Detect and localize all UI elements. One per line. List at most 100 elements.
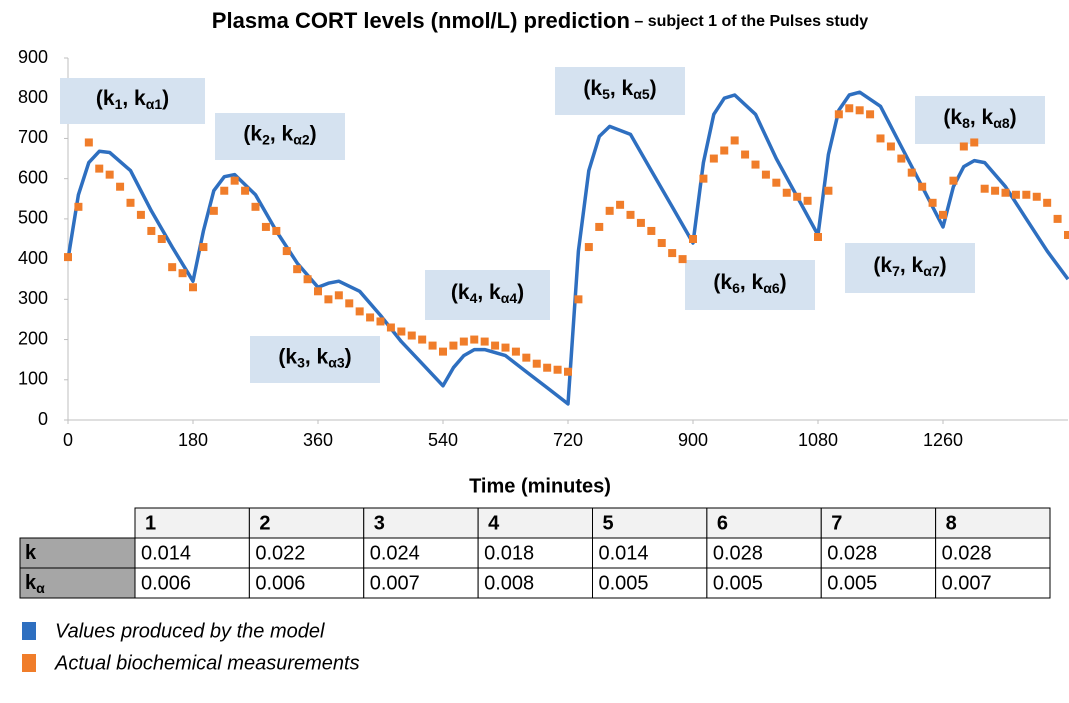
table-header-cell [477, 507, 593, 539]
measurement-point [136, 210, 145, 219]
measurement-point [605, 206, 614, 215]
x-tick-label: 360 [303, 430, 333, 450]
annotation-subscript: α3 [328, 354, 345, 370]
measurement-point [636, 218, 645, 227]
measurement-point [1043, 198, 1052, 207]
table-value: 0.028 [827, 542, 877, 564]
table-row-label-subscript: α [36, 580, 45, 596]
measurement-point [616, 200, 625, 209]
annotation-box [60, 78, 205, 124]
measurement-point [689, 235, 697, 243]
annotation-text: , k [477, 281, 501, 304]
measurement-point [1053, 214, 1062, 223]
measurement-point [84, 138, 93, 147]
annotation-text: , k [970, 106, 994, 129]
measurement-point [1001, 188, 1010, 197]
measurement-point [272, 226, 281, 235]
table-row-label: kα [25, 572, 45, 595]
measurement-point [64, 253, 72, 262]
y-tick-label: 0 [38, 409, 48, 429]
measurement-point [1022, 190, 1031, 199]
measurement-point [501, 343, 510, 352]
measurement-point [845, 104, 854, 113]
measurement-point [668, 249, 677, 258]
chart-heading: Plasma CORT levels (nmol/L) prediction –… [212, 8, 868, 33]
x-tick-label: 1080 [798, 430, 838, 450]
table-header-cell [820, 507, 937, 539]
legend-swatch [22, 654, 36, 672]
measurement-point [980, 184, 989, 193]
measurement-point [470, 335, 479, 344]
measurement-point [449, 341, 458, 350]
annotation-text: (k [278, 345, 297, 368]
annotation-subscript: 4 [470, 290, 478, 306]
measurement-point [314, 287, 322, 296]
table-value: 0.024 [370, 542, 420, 564]
measurement-point [543, 363, 552, 372]
table-header: 8 [946, 512, 957, 534]
y-tick-label: 400 [18, 248, 48, 268]
measurement-point [626, 210, 635, 219]
table-value: 0.028 [713, 542, 763, 564]
measurement-point [1032, 192, 1041, 201]
annotation-subscript: α8 [993, 115, 1010, 131]
annotation-text: ) [650, 77, 657, 100]
measurement-point [407, 331, 416, 340]
x-tick-label: 900 [678, 430, 708, 450]
annotation-text: ) [940, 254, 947, 277]
annotation-text: , k [270, 122, 294, 145]
measurement-point [928, 198, 937, 207]
measurement-point [480, 337, 489, 346]
measurement-point [251, 202, 260, 211]
measurement-point [189, 283, 197, 292]
measurement-point [970, 138, 979, 147]
measurement-point [553, 365, 562, 374]
annotation: (k2, kα2) [243, 122, 316, 147]
table-row-label-text: k [25, 542, 37, 564]
measurement-point [532, 359, 541, 368]
table-row-label: k [25, 542, 37, 564]
measurement-point [584, 243, 593, 252]
y-tick-label: 300 [18, 288, 48, 308]
table-row-label-text: k [25, 572, 37, 594]
annotation-subscript: α7 [923, 263, 940, 279]
annotation-subscript: α4 [501, 290, 518, 306]
measurement-point [397, 327, 406, 336]
legend-label: Actual biochemical measurements [54, 652, 360, 674]
measurement-point [261, 222, 270, 231]
table-header: 2 [259, 512, 270, 534]
measurement-point [376, 317, 385, 326]
model-line [66, 90, 1069, 406]
measurement-point [918, 182, 927, 191]
measurement-point [814, 232, 822, 241]
annotation-text: (k [583, 77, 602, 100]
table-header: 6 [717, 512, 728, 534]
measurement-point [199, 243, 208, 252]
annotation-text: (k [713, 271, 732, 294]
annotation-subscript: 5 [602, 86, 610, 102]
annotation: (k3, kα3) [278, 345, 351, 370]
table-cell [706, 537, 822, 569]
table-header: 1 [145, 512, 156, 534]
measurement-point [803, 196, 812, 205]
annotation-text: (k [451, 281, 470, 304]
annotation-text: , k [610, 77, 634, 100]
measurement-point [897, 154, 906, 163]
annotation-text: (k [873, 254, 892, 277]
chart-subtitle: – subject 1 of the Pulses study [634, 13, 868, 30]
measurement-point [282, 247, 291, 256]
annotation-text: , k [305, 345, 329, 368]
annotation-text: (k [243, 122, 262, 145]
measurement-point [168, 263, 177, 272]
measurement-point [761, 170, 770, 179]
table-value: 0.014 [599, 542, 649, 564]
annotation-box [425, 270, 550, 320]
measurement-point [720, 146, 729, 155]
annotation-text: ) [517, 281, 524, 304]
measurement-point [230, 176, 239, 185]
measurement-point [178, 269, 187, 278]
annotation-subscript: α1 [146, 96, 163, 112]
measurement-point [95, 164, 104, 173]
measurement-point [647, 226, 656, 235]
annotation: (k4, kα4) [451, 281, 524, 306]
